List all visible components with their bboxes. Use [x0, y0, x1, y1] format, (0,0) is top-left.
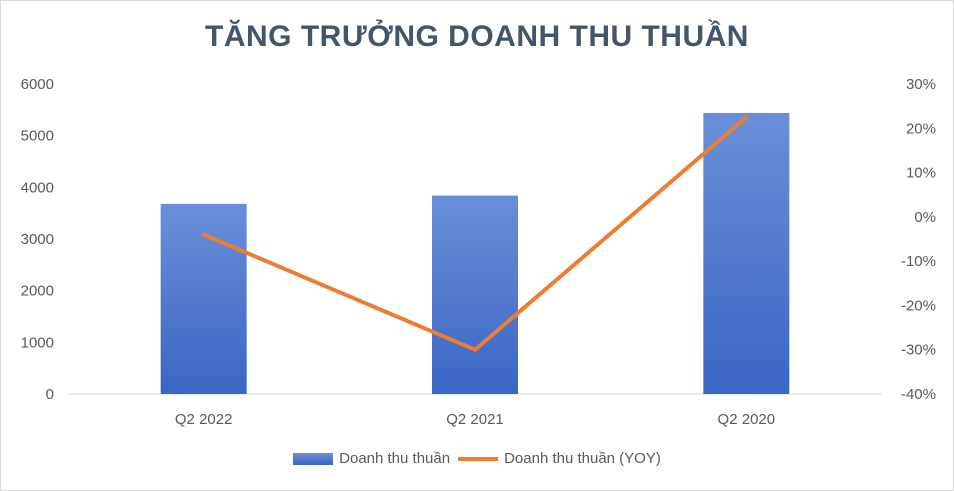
y-left-tick-label: 2000	[21, 283, 54, 300]
y-right-tick-label: -10%	[901, 253, 936, 270]
chart-title: TĂNG TRƯỞNG DOANH THU THUẦN	[205, 20, 749, 53]
y-left-tick-label: 6000	[21, 76, 54, 93]
legend-label-bar: Doanh thu thuần	[339, 450, 451, 467]
y-left-tick-label: 1000	[21, 334, 54, 351]
y-right-tick-label: 30%	[906, 76, 936, 93]
bar-q2-2022	[160, 203, 247, 394]
legend-item-line: Doanh thu thuần (YOY)	[458, 450, 661, 467]
y-right-tick-label: 10%	[906, 165, 936, 182]
x-tick-label: Q2 2021	[446, 411, 504, 428]
y-left-tick-label: 3000	[21, 231, 54, 248]
legend-swatch-bar	[293, 452, 334, 465]
legend-swatch-line	[458, 456, 499, 461]
chart-legend: Doanh thu thuần Doanh thu thuần (YOY)	[0, 450, 954, 467]
x-tick-label: Q2 2020	[718, 411, 776, 428]
y-right-tick-label: 20%	[906, 120, 936, 137]
bar-q2-2021	[432, 195, 518, 394]
y-left-tick-label: 5000	[21, 128, 54, 145]
legend-label-line: Doanh thu thuần (YOY)	[504, 450, 661, 467]
y-right-tick-label: -20%	[901, 297, 936, 314]
y-right-tick-label: -30%	[901, 342, 936, 359]
x-tick-label: Q2 2022	[175, 411, 233, 428]
bar-q2-2020	[703, 112, 790, 394]
y-left-tick-label: 4000	[21, 179, 54, 196]
y-right-tick-label: 0%	[914, 209, 936, 226]
y-left-tick-label: 0	[46, 386, 54, 403]
y-right-tick-label: -40%	[901, 386, 936, 403]
legend-item-bar: Doanh thu thuần	[293, 450, 450, 467]
